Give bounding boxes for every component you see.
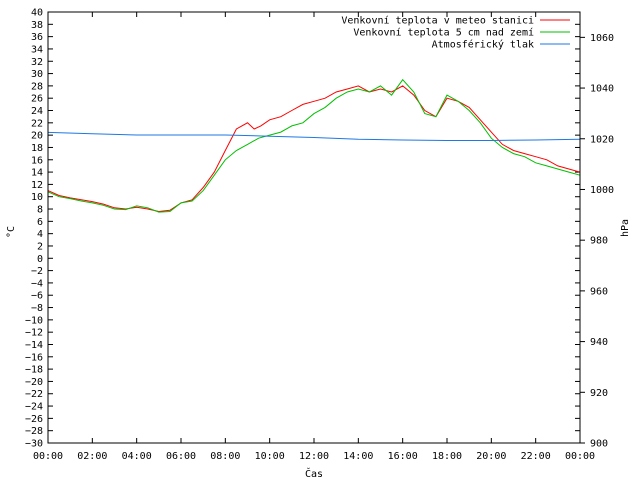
y-tick-label: 12 <box>31 180 43 191</box>
x-tick-label: 08:00 <box>210 451 240 462</box>
y-tick-label: 22 <box>31 118 43 129</box>
y-tick-label: −18 <box>25 365 43 376</box>
y-tick-label: −22 <box>25 389 43 400</box>
y-tick-label: 18 <box>31 143 43 154</box>
y-tick-label: 0 <box>37 254 43 265</box>
y2-tick-label: 980 <box>590 236 608 247</box>
y-tick-label: 26 <box>31 94 43 105</box>
y-tick-label: 32 <box>31 57 43 68</box>
y-tick-label: 34 <box>31 44 43 55</box>
x-tick-label: 12:00 <box>299 451 329 462</box>
x-tick-label: 06:00 <box>166 451 196 462</box>
plot-border <box>47 11 581 444</box>
y-tick-label: 30 <box>31 69 43 80</box>
y2-tick-label: 920 <box>590 388 608 399</box>
series-lines <box>47 78 581 213</box>
left-axis-ticks: −30−28−26−24−22−20−18−16−14−12−10−8−6−4−… <box>25 8 580 450</box>
legend-label-2: Venkovní teplota 5 cm nad zemí <box>353 27 534 39</box>
y-tick-label: −16 <box>25 352 43 363</box>
x-tick-label: 00:00 <box>33 451 63 462</box>
y-tick-label: 38 <box>31 20 43 31</box>
y2-tick-label: 960 <box>590 286 608 297</box>
y2-tick-label: 1000 <box>590 185 614 196</box>
y-tick-label: −12 <box>25 328 43 339</box>
y-tick-label: 6 <box>37 217 43 228</box>
x-axis-title: Čas <box>305 467 323 480</box>
y-tick-label: 24 <box>31 106 43 117</box>
y-tick-label: 20 <box>31 131 43 142</box>
x-tick-label: 18:00 <box>432 451 462 462</box>
y-tick-label: −20 <box>25 377 43 388</box>
x-tick-label: 22:00 <box>521 451 551 462</box>
x-tick-label: 16:00 <box>388 451 418 462</box>
y-tick-label: 36 <box>31 32 43 43</box>
y-tick-label: 8 <box>37 205 43 216</box>
y-tick-label: −10 <box>25 315 43 326</box>
y-tick-label: −4 <box>31 278 43 289</box>
y-tick-label: −30 <box>25 439 43 450</box>
y2-axis-title: hPa <box>620 219 631 237</box>
y2-tick-label: 940 <box>590 337 608 348</box>
x-tick-label: 14:00 <box>343 451 373 462</box>
right-axis-ticks: 900 920 940 960 980 1000 1020 1040 1060 <box>580 33 614 450</box>
series-line-2 <box>47 78 581 213</box>
y2-tick-label: 1020 <box>590 134 614 145</box>
y-tick-label: −24 <box>25 402 43 413</box>
y-tick-label: −6 <box>31 291 43 302</box>
legend-label-3: Atmosférický tlak <box>432 39 534 51</box>
series-line-1 <box>47 85 581 213</box>
y2-tick-label: 1040 <box>590 84 614 95</box>
y-tick-label: −14 <box>25 340 43 351</box>
y-tick-label: 16 <box>31 155 43 166</box>
y-axis-title: °C <box>6 226 17 238</box>
x-tick-label: 02:00 <box>77 451 107 462</box>
y-tick-label: −26 <box>25 414 43 425</box>
y-tick-label: −2 <box>31 266 43 277</box>
y-tick-label: 28 <box>31 81 43 92</box>
y2-tick-label: 900 <box>590 439 608 450</box>
y-tick-label: 40 <box>31 8 43 19</box>
y-tick-label: −8 <box>31 303 43 314</box>
x-tick-label: 00:00 <box>565 451 595 462</box>
y-tick-label: 10 <box>31 192 43 203</box>
y-tick-label: 14 <box>31 168 43 179</box>
legend-label-1: Venkovní teplota v meteo stanici <box>341 15 534 27</box>
x-tick-label: 04:00 <box>122 451 152 462</box>
y-tick-label: 2 <box>37 241 43 252</box>
y-tick-label: 4 <box>37 229 43 240</box>
x-axis-ticks: 00:00 02:00 04:00 06:00 08:00 10:00 12:00 14:00… <box>33 12 595 462</box>
series-line-3 <box>47 131 581 141</box>
legend: Venkovní teplota v meteo staniciVenkovní… <box>341 15 570 51</box>
x-tick-label: 10:00 <box>255 451 285 462</box>
y2-tick-label: 1060 <box>590 33 614 44</box>
x-tick-label: 20:00 <box>476 451 506 462</box>
y-tick-label: −28 <box>25 426 43 437</box>
